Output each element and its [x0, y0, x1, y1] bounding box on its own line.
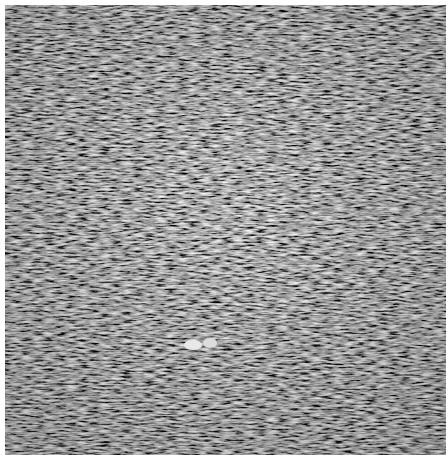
spot-left: [184, 340, 202, 350]
bright-spot: [184, 338, 217, 350]
spot-right: [203, 338, 217, 348]
vignette: [5, 5, 446, 455]
